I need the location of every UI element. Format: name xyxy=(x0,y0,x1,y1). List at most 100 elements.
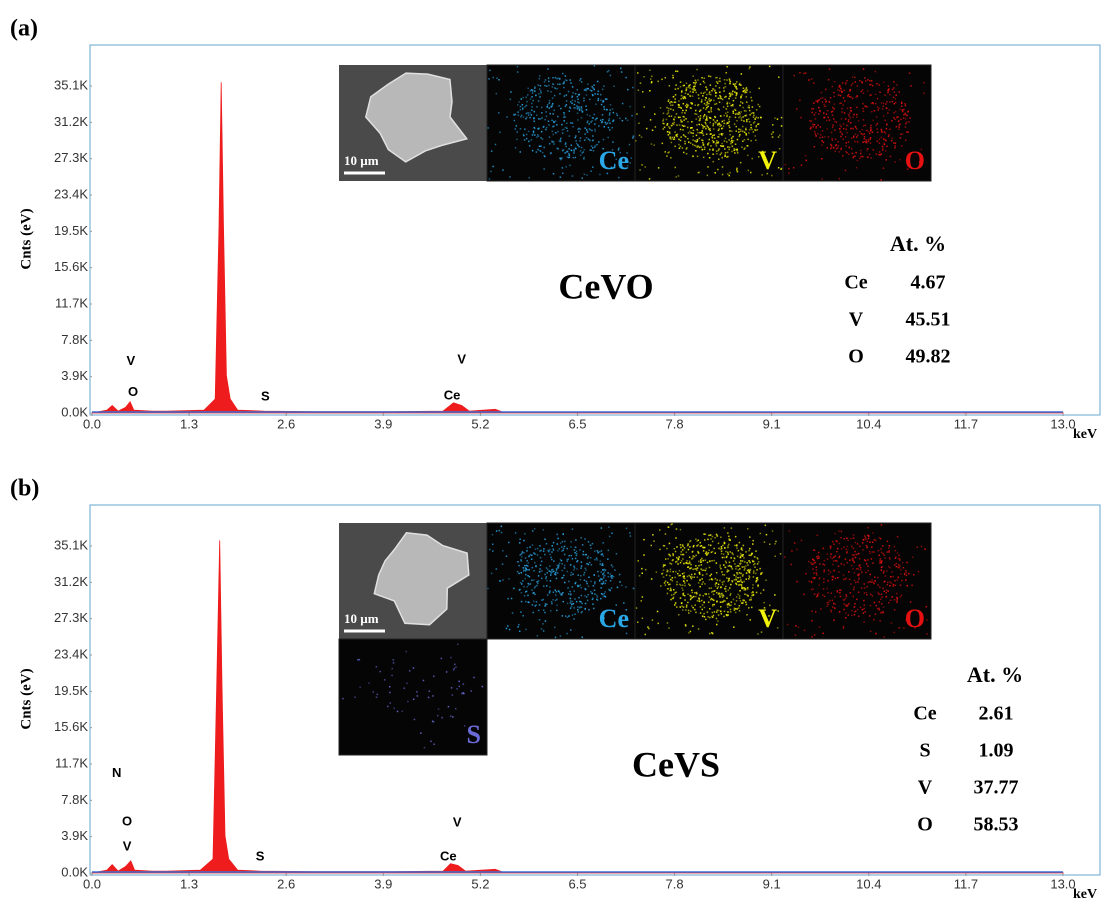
map-dot xyxy=(619,581,621,583)
map-dot xyxy=(735,577,737,579)
map-dot xyxy=(897,579,899,581)
map-dot xyxy=(678,175,680,177)
map-dot xyxy=(851,110,853,112)
map-dot xyxy=(867,582,869,584)
map-dot xyxy=(586,137,588,139)
map-dot xyxy=(514,120,516,122)
y-tick-label: 3.9K xyxy=(61,368,88,383)
map-dot xyxy=(884,591,886,593)
map-dot xyxy=(700,115,702,117)
map-dot xyxy=(716,562,718,564)
map-dot xyxy=(886,592,888,594)
map-dot xyxy=(686,107,688,109)
map-dot xyxy=(683,125,685,127)
map-dot xyxy=(670,599,672,601)
map-dot xyxy=(824,564,826,566)
map-dot xyxy=(594,146,596,148)
map-dot xyxy=(513,588,515,590)
table-header: At. % xyxy=(967,662,1023,687)
map-dot xyxy=(554,95,556,97)
map-dot xyxy=(728,125,730,127)
map-dot xyxy=(679,570,681,572)
map-dot xyxy=(393,659,395,661)
map-dot xyxy=(593,150,595,152)
map-dot xyxy=(903,117,905,119)
map-dot xyxy=(810,127,812,129)
map-dot xyxy=(559,84,561,86)
map-dot xyxy=(734,574,736,576)
map-dot xyxy=(452,694,454,696)
map-dot xyxy=(668,101,670,103)
map-dot xyxy=(902,109,904,111)
map-dot xyxy=(491,150,493,152)
map-dot xyxy=(697,600,699,602)
map-dot xyxy=(595,119,597,121)
map-dot xyxy=(745,589,747,591)
map-dot xyxy=(727,106,729,108)
map-dot xyxy=(804,630,806,632)
map-dot xyxy=(610,104,612,106)
map-dot xyxy=(602,119,604,121)
map-dot xyxy=(495,144,497,146)
map-dot xyxy=(718,586,720,588)
map-dot xyxy=(591,564,593,566)
map-dot xyxy=(564,565,566,567)
map-dot xyxy=(688,575,690,577)
map-dot xyxy=(546,580,548,582)
map-dot xyxy=(686,87,688,89)
map-dot xyxy=(621,585,623,587)
map-dot xyxy=(552,571,554,573)
map-dot xyxy=(827,580,829,582)
map-dot xyxy=(517,104,519,106)
map-dot xyxy=(815,112,817,114)
map-dot xyxy=(527,565,529,567)
map-dot xyxy=(747,139,749,141)
map-dot xyxy=(838,141,840,143)
map-dot xyxy=(753,572,755,574)
map-dot xyxy=(728,565,730,567)
map-dot xyxy=(724,83,726,85)
map-dot xyxy=(594,123,596,125)
map-dot xyxy=(727,552,729,554)
map-dot xyxy=(553,571,555,573)
map-dot xyxy=(585,569,587,571)
map-dot xyxy=(402,711,404,713)
map-dot xyxy=(693,596,695,598)
map-dot xyxy=(537,134,539,136)
map-dot xyxy=(883,607,885,609)
map-dot xyxy=(730,81,732,83)
map-dot xyxy=(898,577,900,579)
map-dot xyxy=(841,563,843,565)
map-dot xyxy=(592,147,594,149)
map-dot xyxy=(510,99,512,101)
map-dot xyxy=(795,625,797,627)
map-dot xyxy=(643,554,645,556)
map-dot xyxy=(594,114,596,116)
map-dot xyxy=(831,593,833,595)
map-dot xyxy=(734,123,736,125)
map-dot xyxy=(878,109,880,111)
map-dot xyxy=(760,593,762,595)
map-dot xyxy=(571,604,573,606)
map-dot xyxy=(536,151,538,153)
map-dot xyxy=(664,582,666,584)
map-dot xyxy=(515,147,517,149)
map-dot xyxy=(750,619,752,621)
map-dot xyxy=(710,133,712,135)
map-dot xyxy=(597,552,599,554)
map-dot xyxy=(847,539,849,541)
map-dot xyxy=(895,102,897,104)
map-dot xyxy=(527,112,529,114)
map-dot xyxy=(745,588,747,590)
map-dot xyxy=(696,69,698,71)
map-dot xyxy=(709,139,711,141)
map-dot xyxy=(857,543,859,545)
map-dot xyxy=(709,575,711,577)
map-dot xyxy=(823,548,825,550)
map-dot xyxy=(830,609,832,611)
map-dot xyxy=(879,92,881,94)
map-dot xyxy=(694,573,696,575)
map-dot xyxy=(517,111,519,113)
map-dot xyxy=(538,100,540,102)
map-dot xyxy=(821,140,823,142)
